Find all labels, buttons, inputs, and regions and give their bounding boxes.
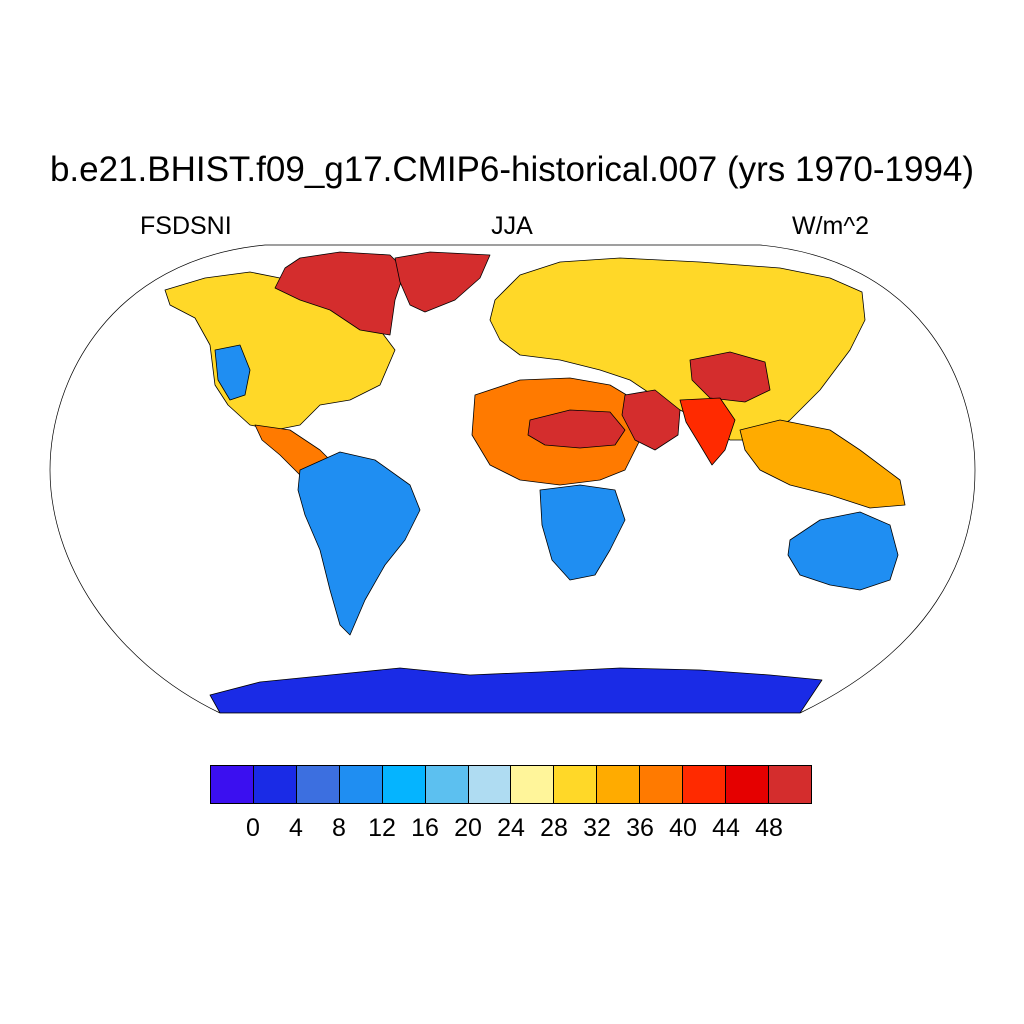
colorbar-swatch <box>211 766 254 803</box>
region-southern-africa <box>539 484 626 581</box>
colorbar-swatch <box>296 766 340 803</box>
colorbar-swatch <box>511 766 555 803</box>
colorbar-tick-label: 8 <box>332 814 346 842</box>
colorbar-tick-label: 16 <box>411 814 439 842</box>
colorbar-tick-label: 36 <box>626 814 654 842</box>
colorbar-swatch <box>382 766 426 803</box>
colorbar-tick-label: 32 <box>583 814 611 842</box>
colorbar-labels: 0 4 8 12 16 20 24 28 32 36 40 44 48 <box>210 814 812 846</box>
colorbar-swatch <box>768 766 811 803</box>
colorbar-swatch <box>683 766 727 803</box>
colorbar-tick-label: 40 <box>669 814 697 842</box>
colorbar-swatch <box>640 766 684 803</box>
region-sahara <box>527 409 626 449</box>
region-north-america-west <box>214 344 251 401</box>
colorbar-swatch <box>554 766 598 803</box>
region-tibet <box>689 351 771 403</box>
region-antarctica <box>209 667 823 713</box>
colorbar-swatch <box>597 766 641 803</box>
season-label: JJA <box>491 212 533 240</box>
colorbar-swatch <box>468 766 512 803</box>
region-arabia <box>621 389 681 451</box>
colorbar-tick-label: 24 <box>497 814 525 842</box>
colorbar-tick-label: 4 <box>289 814 303 842</box>
units-label: W/m^2 <box>792 212 870 240</box>
region-india <box>679 397 736 466</box>
colorbar-tick-label: 12 <box>368 814 396 842</box>
colorbar-swatch <box>425 766 469 803</box>
colorbar-swatch <box>253 766 297 803</box>
region-south-america <box>297 451 421 636</box>
globe-outline <box>49 244 976 714</box>
region-europe-asia <box>489 257 866 441</box>
colorbar-tick-label: 48 <box>755 814 783 842</box>
variable-label: FSDSNI <box>140 212 232 240</box>
colorbar-swatch <box>339 766 383 803</box>
region-arctic-canada <box>274 251 406 336</box>
plot-title: b.e21.BHIST.f09_g17.CMIP6-historical.007… <box>49 150 975 189</box>
region-southeast-asia <box>739 419 906 509</box>
colorbar-tick-label: 20 <box>454 814 482 842</box>
colorbar-swatch <box>726 766 769 803</box>
colorbar <box>210 765 812 804</box>
region-australia <box>787 511 899 591</box>
colorbar-tick-label: 0 <box>246 814 260 842</box>
colorbar-tick-label: 44 <box>712 814 740 842</box>
region-greenland <box>394 251 491 313</box>
colorbar-tick-label: 28 <box>540 814 568 842</box>
